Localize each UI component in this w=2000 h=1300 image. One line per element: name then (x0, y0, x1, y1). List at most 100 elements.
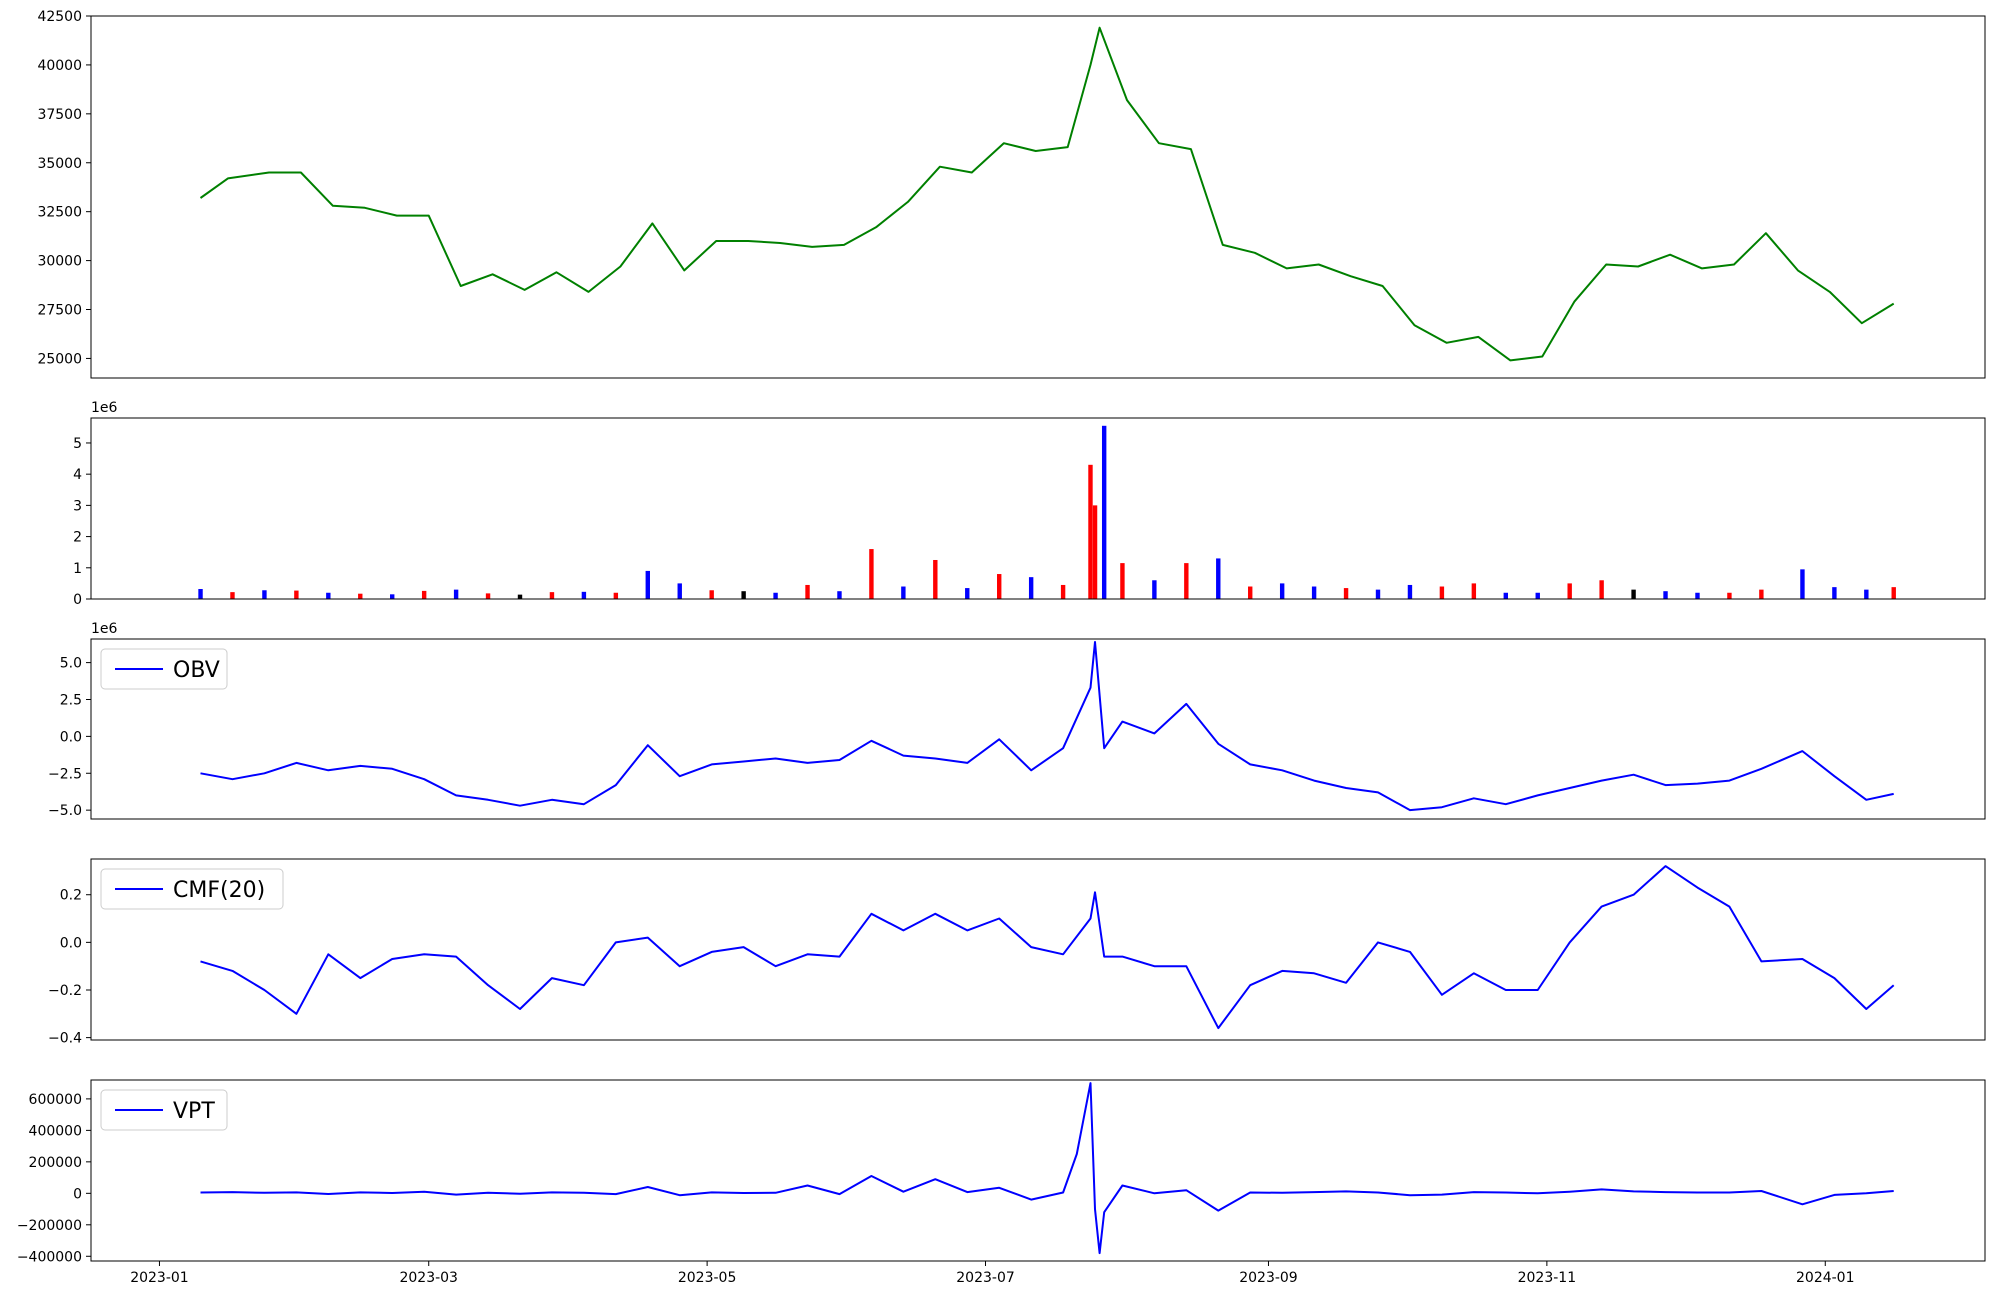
legend: VPT (100, 1089, 228, 1131)
plot-area (91, 16, 1985, 378)
x-tick-label: 2023-03 (399, 1270, 458, 1286)
volume-bar (1101, 425, 1107, 599)
volume-bar (198, 589, 203, 599)
y-tick-label: 3 (73, 498, 82, 514)
x-tick-label: 2024-01 (1796, 1270, 1855, 1286)
volume-bar (645, 570, 650, 599)
legend-label: CMF(20) (173, 878, 265, 903)
volume-bar (741, 591, 746, 599)
volume-bar (1503, 592, 1508, 599)
y-tick-label: 37500 (37, 107, 82, 123)
axis-exponent-label: 1e6 (91, 621, 118, 637)
volume-bar (1727, 592, 1732, 599)
plot-area (91, 418, 1985, 599)
axes-frame (90, 417, 1986, 600)
volume-bar (358, 593, 363, 599)
volume-bar (1311, 586, 1317, 599)
volume-bar (901, 586, 906, 599)
y-tick-label: 27500 (37, 303, 82, 319)
volume-bar (390, 594, 395, 599)
plot-area (91, 639, 1985, 819)
volume-bar (837, 591, 842, 599)
volume-bar (965, 588, 970, 599)
panel-5: −400000 −200000 0 200000 400000 600000 VPT (17, 1079, 1986, 1265)
volume-bar (262, 590, 267, 599)
volume-bar (869, 549, 874, 599)
y-tick-label: 30000 (37, 254, 82, 270)
x-tick-label: 2023-01 (130, 1270, 189, 1286)
y-tick-label: 32500 (37, 205, 82, 221)
series-line (199, 26, 1895, 362)
axes-frame (90, 15, 1986, 379)
y-tick-label: 2.5 (60, 692, 82, 708)
series-line (200, 641, 1894, 812)
volume-bar (1028, 577, 1034, 599)
volume-bar (1248, 586, 1253, 599)
volume-bar (1279, 583, 1285, 599)
volume-bar (1663, 591, 1668, 599)
y-tick-label: 0.0 (60, 729, 82, 745)
volume-bar (1060, 584, 1066, 599)
volume-bar (1599, 580, 1604, 599)
y-tick-label: 35000 (37, 156, 82, 172)
panel-4: −0.4 −0.2 0.0 0.2 CMF(20) (48, 858, 1986, 1047)
y-tick-label: 0.0 (60, 935, 82, 951)
y-tick-label: 5 (73, 436, 82, 452)
y-tick-label: 0 (73, 1186, 82, 1202)
volume-bar (1375, 589, 1381, 599)
volume-bar (805, 584, 810, 599)
series-line (200, 865, 1895, 1030)
plot-area (91, 1080, 1985, 1261)
volume-bar (1800, 569, 1805, 599)
panel-2: 0 1 2 3 4 5 1e6 (73, 400, 1986, 608)
volume-bar (997, 574, 1002, 599)
axes-frame (90, 1079, 1986, 1262)
volume-bar (326, 592, 331, 599)
volume-bar (453, 589, 459, 599)
y-tick-label: 200000 (29, 1155, 82, 1171)
volume-bar (1832, 587, 1837, 599)
y-tick-label: −0.2 (48, 983, 82, 999)
legend-box (100, 1089, 228, 1131)
axes-frame (90, 638, 1986, 820)
volume-bar (1759, 589, 1764, 599)
y-tick-label: −200000 (17, 1218, 82, 1234)
volume-bar (677, 583, 682, 599)
volume-bar (1343, 588, 1349, 599)
y-tick-label: 5.0 (60, 656, 82, 672)
volume-bar (1695, 592, 1700, 599)
y-tick-label: −2.5 (48, 766, 82, 782)
legend-box (100, 648, 228, 690)
y-tick-label: 25000 (37, 351, 82, 367)
volume-bar (933, 559, 938, 599)
x-tick-label: 2023-09 (1239, 1270, 1298, 1286)
legend: OBV (100, 648, 228, 690)
volume-bar (1184, 563, 1189, 599)
y-tick-label: 0.2 (60, 888, 82, 904)
x-tick-label: 2023-11 (1518, 1270, 1577, 1286)
volume-bar (421, 590, 427, 599)
y-tick-label: 0 (73, 592, 82, 608)
volume-bar (1891, 587, 1896, 599)
volume-bar (709, 590, 714, 599)
volume-bar (1120, 563, 1125, 599)
x-axis: 2023-01 2023-03 2023-05 2023-07 2023-09 2023-… (130, 1261, 1855, 1286)
y-tick-label: 400000 (29, 1123, 82, 1139)
x-tick-label: 2023-05 (678, 1270, 737, 1286)
series-line (200, 1082, 1894, 1255)
volume-bar (485, 593, 491, 599)
volume-bar (1631, 589, 1636, 599)
panel-3: −5.0 −2.5 0.0 2.5 5.0 1e6 OBV (48, 621, 1986, 820)
legend-label: OBV (173, 658, 220, 683)
x-tick-label: 2023-07 (956, 1270, 1015, 1286)
volume-bar (517, 594, 523, 599)
volume-bar (1152, 580, 1157, 599)
volume-bar (1864, 589, 1869, 599)
volume-bar (1407, 584, 1413, 599)
volume-bar (1439, 586, 1445, 599)
volume-bar (294, 590, 299, 599)
y-tick-label: 600000 (29, 1092, 82, 1108)
y-tick-label: −400000 (17, 1249, 82, 1265)
legend-label: VPT (173, 1099, 215, 1124)
y-tick-label: −0.4 (48, 1031, 82, 1047)
